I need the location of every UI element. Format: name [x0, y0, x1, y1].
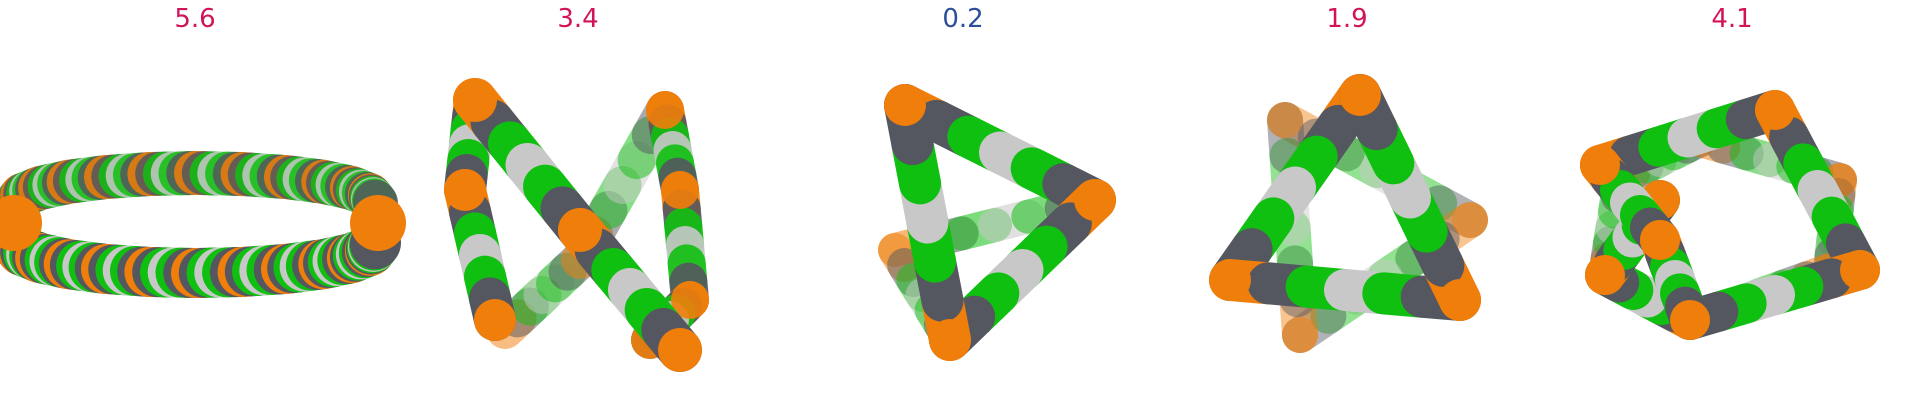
vertex-cap [474, 299, 516, 341]
vertex-cap [658, 328, 702, 372]
ring-edge-view [0, 151, 406, 298]
vertex-cap [1267, 102, 1303, 138]
vertex-cap [1670, 300, 1710, 340]
vertex-cap [1209, 259, 1251, 301]
vertex-cap [661, 171, 699, 209]
vertex-cap [929, 319, 971, 361]
panel-1-label: 5.6 [174, 4, 216, 34]
star-of-david-view [1209, 74, 1488, 353]
panel-2-label: 3.4 [557, 4, 599, 34]
figure-eight-view [444, 78, 709, 372]
panel-3-label: 0.2 [942, 4, 984, 34]
vertex-cap [444, 169, 486, 211]
panel-4-label: 1.9 [1326, 4, 1368, 34]
vertex-cap [350, 195, 406, 251]
vertex-cap [884, 84, 926, 126]
hexagram-view [1580, 90, 1880, 340]
tube-segment [1274, 209, 1313, 282]
vertex-cap [1640, 220, 1680, 260]
vertex-cap [1074, 179, 1116, 221]
vertex-cap [1339, 74, 1381, 116]
vertex-cap [0, 195, 42, 251]
triangle-view [878, 84, 1116, 361]
tube-segment [1267, 102, 1306, 174]
panel-5-label: 4.1 [1711, 4, 1753, 34]
vertex-cap [1452, 202, 1488, 238]
vertex-cap [1755, 90, 1795, 130]
vertex-cap [646, 91, 684, 129]
vertex-cap [1840, 250, 1880, 290]
vertex-cap [1580, 145, 1620, 185]
vertex-cap [453, 78, 497, 122]
tube-segment [1282, 297, 1347, 353]
vertex-cap [558, 208, 602, 252]
vertex-cap [1282, 317, 1318, 353]
vertex-cap [1585, 255, 1625, 295]
tube-segment [1421, 185, 1488, 238]
vertex-cap [671, 281, 709, 319]
vertex-cap [1439, 279, 1481, 321]
